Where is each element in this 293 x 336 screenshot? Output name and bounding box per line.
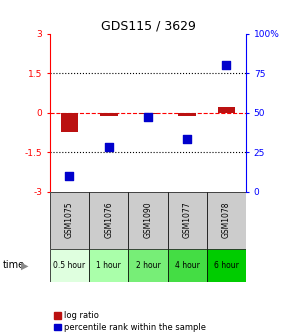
- Point: [67, 173, 72, 178]
- Point: [185, 137, 190, 142]
- Bar: [207, 192, 246, 249]
- Legend: log ratio, percentile rank within the sample: log ratio, percentile rank within the sa…: [54, 311, 206, 332]
- Text: ▶: ▶: [21, 260, 29, 270]
- Point: [106, 144, 111, 150]
- Bar: [89, 192, 128, 249]
- Text: 2 hour: 2 hour: [136, 261, 160, 270]
- Bar: [128, 192, 168, 249]
- Text: 6 hour: 6 hour: [214, 261, 239, 270]
- Bar: [178, 113, 196, 116]
- Bar: [128, 249, 168, 282]
- Text: GSM1075: GSM1075: [65, 202, 74, 239]
- Point: [224, 62, 229, 68]
- Point: [146, 115, 150, 120]
- Text: GSM1090: GSM1090: [144, 202, 152, 239]
- Bar: [168, 192, 207, 249]
- Bar: [50, 192, 89, 249]
- Title: GDS115 / 3629: GDS115 / 3629: [100, 19, 195, 33]
- Text: GSM1078: GSM1078: [222, 202, 231, 238]
- Bar: [50, 249, 89, 282]
- Bar: [207, 249, 246, 282]
- Text: GSM1076: GSM1076: [104, 202, 113, 239]
- Text: GSM1077: GSM1077: [183, 202, 192, 239]
- Text: 1 hour: 1 hour: [96, 261, 121, 270]
- Bar: [61, 113, 78, 131]
- Bar: [100, 113, 117, 116]
- Bar: [168, 249, 207, 282]
- Bar: [218, 107, 235, 113]
- Text: time: time: [3, 260, 25, 270]
- Text: 4 hour: 4 hour: [175, 261, 200, 270]
- Bar: [139, 113, 157, 114]
- Bar: [89, 249, 128, 282]
- Text: 0.5 hour: 0.5 hour: [53, 261, 86, 270]
